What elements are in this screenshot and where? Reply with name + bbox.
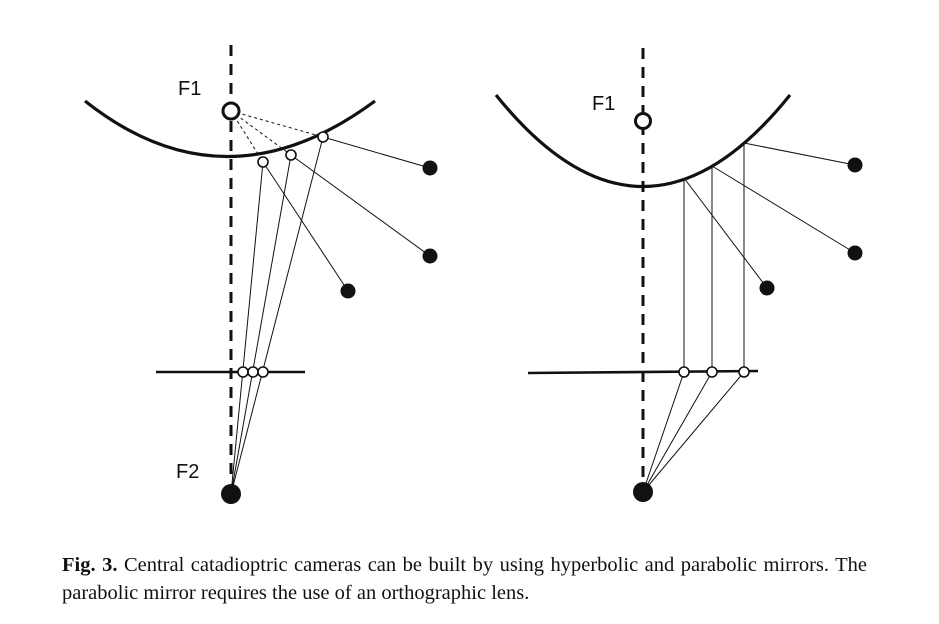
image-point bbox=[706, 366, 718, 378]
catadioptric-diagram: F1 F2 F1 bbox=[84, 45, 863, 504]
image-point bbox=[678, 366, 690, 378]
reflected-ray bbox=[230, 136, 324, 495]
virtual-ray bbox=[230, 110, 324, 138]
figure-caption: Fig. 3. Central catadioptric cameras can… bbox=[62, 551, 867, 607]
focal-point-f1 bbox=[221, 101, 241, 121]
image-plane bbox=[527, 369, 759, 375]
scene-point bbox=[847, 157, 863, 173]
scene-ray bbox=[743, 142, 856, 166]
hyperbolic-mirror-curve bbox=[84, 99, 376, 158]
lens-ray bbox=[642, 371, 745, 493]
image-point bbox=[237, 366, 249, 378]
label-f2: F2 bbox=[176, 461, 199, 483]
caption-label: Fig. 3. bbox=[62, 554, 118, 576]
scene-ray bbox=[683, 177, 768, 289]
scene-point bbox=[847, 245, 863, 261]
caption-text: Central catadioptric cameras can be buil… bbox=[62, 554, 867, 604]
scene-ray bbox=[322, 136, 431, 169]
virtual-ray bbox=[230, 110, 292, 156]
scene-point bbox=[422, 160, 438, 176]
camera-center bbox=[633, 482, 653, 502]
image-point bbox=[257, 366, 269, 378]
parabolic-mirror-panel: F1 bbox=[494, 48, 863, 502]
image-point bbox=[247, 366, 259, 378]
scene-point bbox=[340, 283, 356, 299]
label-f1: F1 bbox=[592, 93, 615, 115]
parabolic-mirror-curve bbox=[494, 93, 792, 188]
lens-ray bbox=[642, 371, 713, 493]
scene-point bbox=[759, 280, 775, 296]
scene-ray bbox=[290, 154, 431, 257]
scene-ray bbox=[711, 165, 856, 254]
label-f1: F1 bbox=[178, 78, 201, 100]
reflected-ray bbox=[230, 154, 292, 495]
lens-ray bbox=[642, 371, 685, 493]
image-point bbox=[738, 366, 750, 378]
focal-point-f1 bbox=[634, 112, 652, 130]
reflected-ray bbox=[230, 161, 264, 495]
focal-point-f2 bbox=[221, 484, 241, 504]
scene-point bbox=[422, 248, 438, 264]
scene-ray bbox=[262, 161, 349, 292]
mirror-point bbox=[317, 131, 329, 143]
virtual-ray bbox=[230, 110, 264, 163]
mirror-point bbox=[285, 149, 297, 161]
hyperbolic-mirror-panel: F1 F2 bbox=[84, 45, 438, 504]
mirror-point bbox=[257, 156, 269, 168]
